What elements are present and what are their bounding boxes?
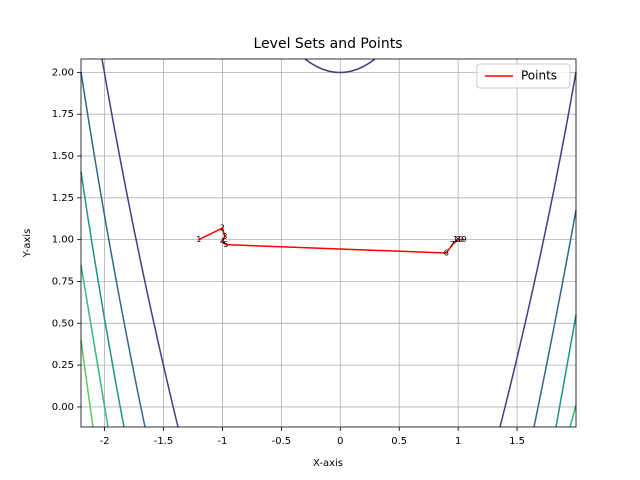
series-line: [198, 226, 465, 254]
point-label: 6: [444, 249, 449, 258]
x-tick-label: 1: [455, 436, 461, 447]
contour-line: [80, 264, 109, 428]
y-tick-label: 0.25: [52, 360, 74, 371]
x-tick-label: -2: [100, 436, 110, 447]
point-label: 1: [196, 235, 201, 244]
contour-line: [533, 209, 577, 428]
legend: Points: [476, 63, 571, 89]
contour-line: [80, 171, 125, 428]
plot-frame: [80, 58, 577, 428]
y-tick-label: 1.50: [52, 151, 74, 162]
legend-label: Points: [521, 69, 557, 83]
point-label: 4: [220, 237, 225, 246]
contour-line: [555, 314, 577, 428]
y-tick-label: 0.75: [52, 276, 74, 287]
x-tick-label: 0.5: [391, 436, 407, 447]
grid: [81, 59, 576, 427]
contour-line: [80, 71, 146, 428]
x-tick-label: 1.5: [509, 436, 525, 447]
legend-box: [476, 63, 571, 89]
point-label: 10: [453, 235, 463, 244]
contour-line: [499, 71, 577, 428]
point-label: 2: [220, 223, 225, 232]
point-label: 8: [456, 235, 461, 244]
y-tick-label: 1.00: [52, 235, 74, 246]
y-tick-label: 1.75: [52, 109, 74, 120]
y-tick-label: 2.00: [52, 67, 74, 78]
y-tick-label: 0.00: [52, 402, 74, 413]
x-tick-label: -1.5: [154, 436, 174, 447]
contour-line: [569, 404, 577, 428]
y-axis-label: Y-axis: [22, 229, 33, 259]
y-tick-label: 1.25: [52, 193, 74, 204]
x-tick-label: -0.5: [272, 436, 292, 447]
point-label: 7: [450, 240, 455, 249]
point-label: 3: [222, 232, 227, 241]
contour-line: [80, 339, 94, 428]
x-tick-label: 0: [337, 436, 343, 447]
contour-line: [304, 58, 376, 74]
chart-title: Level Sets and Points: [254, 36, 403, 52]
y-tick-label: 0.50: [52, 318, 74, 329]
point-label: 5: [223, 240, 228, 249]
point-label: 9: [461, 235, 466, 244]
x-axis-label: X-axis: [313, 458, 343, 469]
x-tick-label: -1: [217, 436, 227, 447]
contour-line: [101, 58, 179, 428]
contours: [80, 58, 577, 428]
